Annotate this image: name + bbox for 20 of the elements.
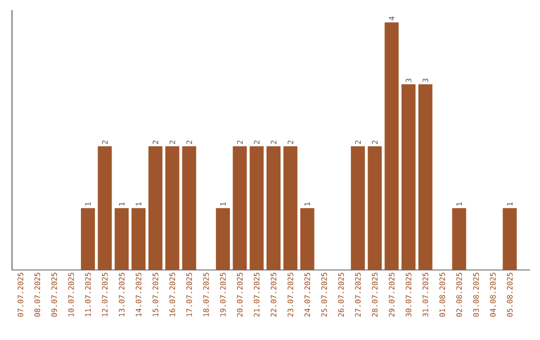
bar [502, 208, 517, 270]
bar [266, 146, 281, 270]
bar [148, 146, 162, 270]
bar [300, 208, 314, 270]
bar [350, 146, 365, 270]
bar [80, 208, 95, 270]
bar [368, 146, 382, 270]
bar [216, 208, 230, 270]
bar [250, 146, 264, 270]
bar [132, 208, 146, 270]
bar [165, 146, 180, 270]
bar [452, 208, 466, 270]
bar [384, 22, 399, 270]
bar [283, 146, 298, 270]
bar [182, 146, 196, 270]
bar [98, 146, 112, 270]
bar [418, 84, 432, 270]
bar [114, 208, 129, 270]
bar [402, 84, 416, 270]
bar [232, 146, 247, 270]
